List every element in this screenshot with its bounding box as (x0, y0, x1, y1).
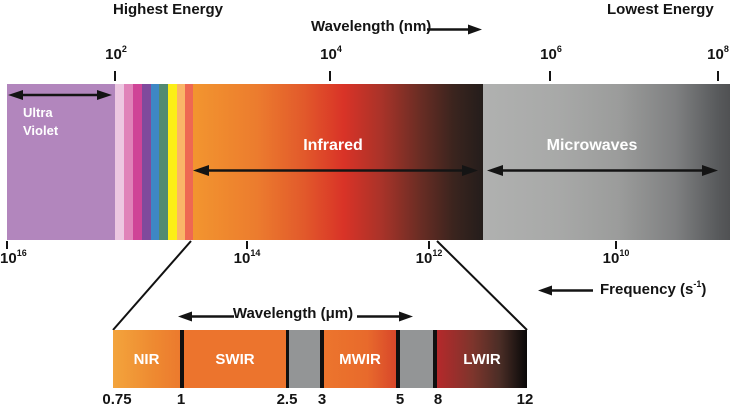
wavelength-right-arrow-icon (427, 24, 482, 35)
gap-band (289, 330, 320, 388)
wavelength-tick-1e4 (329, 71, 331, 81)
frequency-tick-1e14 (246, 241, 248, 249)
wavelength-tick-label-1e4: 104 (320, 44, 342, 63)
infrared-subbands-bar: NIR SWIR MWIR LWIR (113, 330, 527, 388)
frequency-tick-1e12 (428, 241, 430, 249)
frequency-tick-1e10 (615, 241, 617, 249)
microwaves-band (483, 84, 730, 240)
scale-label-1: 1 (176, 391, 186, 408)
frequency-axis-label: Frequency (s-1) (600, 279, 707, 298)
visible-stripe (142, 84, 151, 240)
ultraviolet-label: Ultra Violet (23, 105, 59, 139)
microwaves-label: Microwaves (546, 137, 638, 154)
um-right-arrow-icon (357, 311, 413, 322)
frequency-tick-label-1e14: 1014 (233, 248, 261, 267)
infrared-range-arrow-icon (193, 164, 478, 177)
infrared-label: Infrared (303, 137, 363, 154)
visible-stripe (133, 84, 142, 240)
scale-label-8: 8 (433, 391, 443, 408)
visible-stripe (177, 84, 185, 240)
infrared-band (193, 84, 483, 240)
um-left-arrow-icon (178, 311, 234, 322)
wavelength-nm-axis-label: Wavelength (nm) (311, 18, 432, 35)
wavelength-tick-1e8 (717, 71, 719, 81)
microwaves-range-arrow-icon (487, 164, 718, 177)
wavelength-tick-1e2 (114, 71, 116, 81)
scale-label-12: 12 (516, 391, 534, 408)
visible-stripe (124, 84, 133, 240)
segment-divider (433, 330, 437, 388)
scale-label-3: 3 (317, 391, 327, 408)
visible-stripe (168, 84, 177, 240)
frequency-left-arrow-icon (538, 285, 593, 296)
lowest-energy-label: Lowest Energy (607, 1, 714, 18)
wavelength-tick-label-1e2: 102 (105, 44, 127, 63)
wavelength-um-axis-label: Wavelength (μm) (232, 305, 354, 322)
frequency-tick-label-1e12: 1012 (415, 248, 443, 267)
nir-label: NIR (133, 350, 160, 368)
lwir-label: LWIR (463, 350, 501, 368)
lwir-segment: LWIR (437, 330, 527, 388)
visible-stripe (115, 84, 124, 240)
wavelength-tick-1e6 (549, 71, 551, 81)
scale-label-2-5: 2.5 (276, 391, 298, 408)
swir-label: SWIR (215, 350, 255, 368)
visible-stripe (151, 84, 159, 240)
segment-divider (180, 330, 184, 388)
visible-stripe (185, 84, 193, 240)
visible-stripe (159, 84, 168, 240)
highest-energy-label: Highest Energy (113, 1, 224, 18)
nir-segment: NIR (113, 330, 180, 388)
wavelength-tick-label-1e8: 108 (707, 44, 729, 63)
gap-band (400, 330, 433, 388)
segment-divider (286, 330, 289, 388)
scale-label-0-75: 0.75 (102, 391, 132, 408)
frequency-tick-1e16 (6, 241, 8, 249)
segment-divider (320, 330, 324, 388)
segment-divider (396, 330, 400, 388)
ultraviolet-band (7, 84, 115, 240)
frequency-tick-label-1e16: 1016 (0, 248, 27, 267)
swir-segment: SWIR (184, 330, 286, 388)
mwir-label: MWIR (339, 350, 381, 368)
mwir-segment: MWIR (324, 330, 396, 388)
frequency-tick-label-1e10: 1010 (602, 248, 630, 267)
ultraviolet-range-arrow-icon (8, 89, 112, 101)
scale-label-5: 5 (395, 391, 405, 408)
spectrum-bar (7, 84, 730, 240)
wavelength-tick-label-1e6: 106 (540, 44, 562, 63)
